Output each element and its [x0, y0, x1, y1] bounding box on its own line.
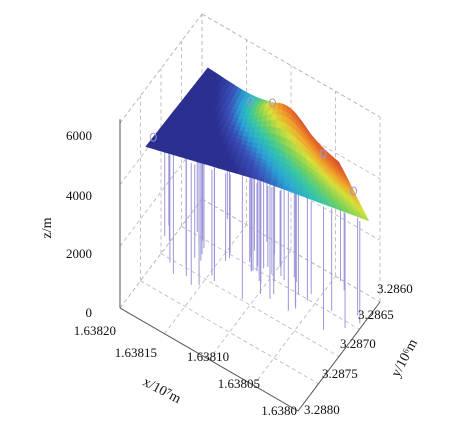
grid-line	[208, 250, 292, 360]
borehole-markers	[149, 97, 358, 196]
y-axis-line	[297, 301, 381, 412]
grid-line	[119, 198, 203, 309]
grid-line	[164, 224, 247, 334]
grid-line	[201, 136, 381, 241]
x-axis-title: x/10⁷m	[140, 375, 183, 407]
grid-line	[201, 13, 381, 118]
z-tick-label: 0	[86, 305, 93, 320]
grid-line	[201, 198, 381, 303]
surface-cell	[271, 109, 278, 115]
surface-cell	[266, 114, 273, 122]
y-tick-label: 3.2860	[377, 281, 413, 296]
y-tick-label: 3.2880	[304, 402, 340, 417]
y-tick-label: 3.2870	[340, 336, 376, 351]
y-tick-label: 3.2865	[358, 307, 394, 322]
surface-cell	[271, 114, 278, 122]
y-axis-title: y/10⁶m	[389, 337, 421, 380]
grid-line	[253, 276, 336, 386]
borehole-marker	[319, 149, 327, 159]
x-axis-line	[119, 307, 299, 412]
terrain-surface	[145, 67, 370, 222]
surface-cell	[270, 120, 277, 129]
x-tick-label: 1.63815	[115, 345, 157, 360]
borehole-marker	[247, 97, 255, 107]
grid-line	[140, 280, 319, 385]
z-axis-title: z/m	[40, 217, 55, 238]
y-tick-label: 3.2875	[322, 366, 358, 381]
x-tick-label: 1.6380	[261, 403, 297, 418]
z-tick-label: 4000	[66, 188, 92, 203]
grid-line	[201, 75, 381, 180]
x-tick-label: 1.63810	[187, 349, 229, 364]
x-tick-label: 1.63820	[74, 323, 116, 338]
surface-cell	[258, 132, 266, 140]
grid-line	[160, 253, 340, 357]
z-tick-label: 6000	[66, 128, 92, 143]
grid-line	[119, 13, 203, 124]
borehole-stems	[164, 126, 361, 330]
borehole-marker	[268, 98, 276, 108]
borehole-marker	[350, 186, 358, 196]
borehole-marker	[149, 132, 157, 142]
surface-cell	[265, 120, 273, 128]
x-tick-label: 1.63805	[218, 376, 260, 391]
z-tick-label: 2000	[66, 246, 92, 261]
grid-line	[181, 225, 360, 330]
surface-cell	[360, 215, 370, 222]
chart-axes	[119, 119, 381, 412]
